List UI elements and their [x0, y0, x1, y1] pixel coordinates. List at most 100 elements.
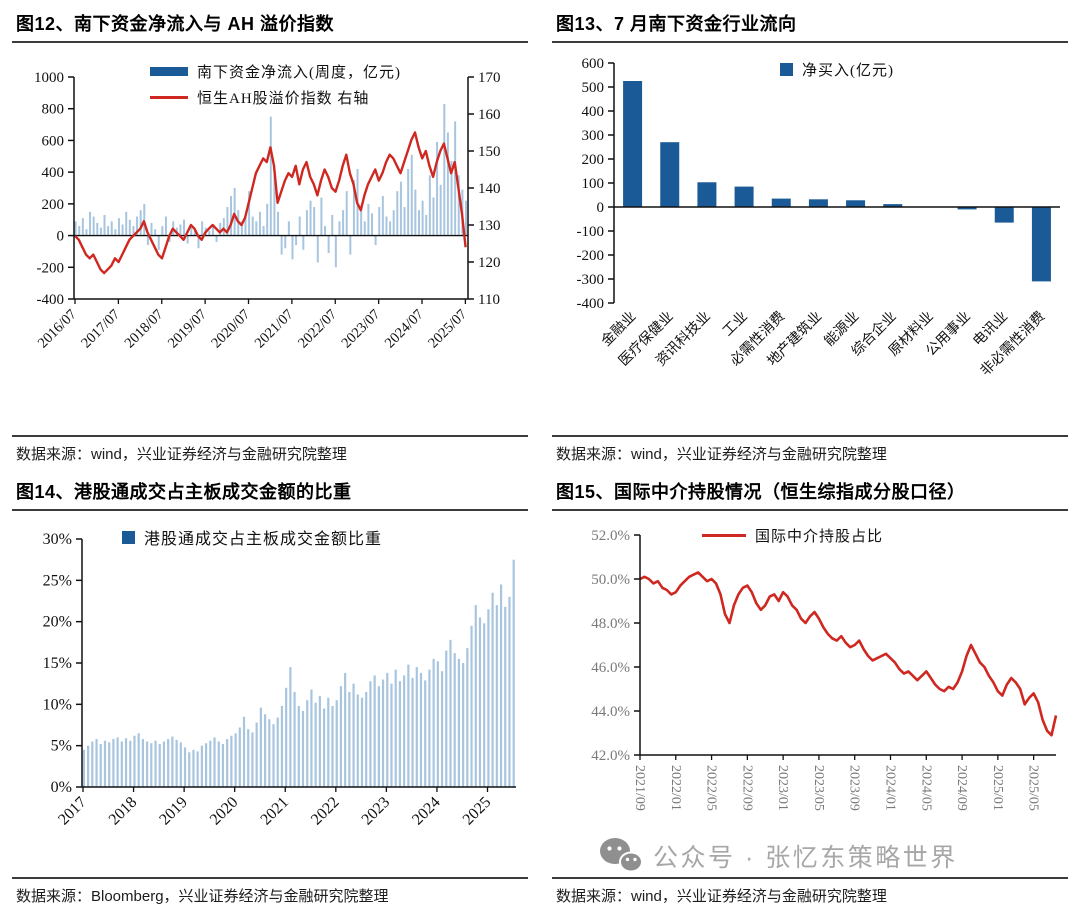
svg-text:2024/05: 2024/05: [918, 765, 933, 811]
fig14-legend-label: 港股通成交占主板成交金额比重: [144, 531, 383, 548]
fig13-title: 图13、7 月南下资金行业流向: [556, 14, 797, 34]
svg-text:2020/07: 2020/07: [208, 307, 253, 352]
svg-text:2022/05: 2022/05: [704, 765, 719, 811]
fig12-legend-line-row: 恒生AH股溢价指数 右轴: [150, 87, 401, 108]
fig14-legend-row: 港股通成交占主板成交金额比重: [122, 525, 382, 549]
fig13-chart: 600 500 400 300 200 100 0 -100 -200 -300 -400 金融业 医疗…: [552, 47, 1068, 411]
fig12-line-swatch: [150, 96, 188, 99]
svg-text:2023/09: 2023/09: [847, 765, 862, 811]
svg-text:2019: 2019: [156, 794, 191, 829]
svg-text:200: 200: [582, 152, 605, 168]
watermark-text: 公众号 · 张忆东策略世界: [653, 844, 958, 872]
svg-text:2018/07: 2018/07: [122, 307, 167, 352]
fig13-legend-label: 净买入(亿元): [802, 63, 894, 79]
fig12-legend-bar-label: 南下资金净流入(周度，亿元): [197, 65, 401, 81]
fig15-title: 图15、国际中介持股情况（恒生综指成分股口径）: [556, 482, 966, 502]
svg-text:15%: 15%: [43, 655, 72, 672]
svg-text:1000: 1000: [34, 70, 64, 86]
svg-text:-200: -200: [577, 248, 605, 264]
svg-text:0: 0: [597, 200, 605, 216]
fig13-source-rule: 数据来源：wind，兴业证券经济与金融研究院整理: [552, 435, 1068, 468]
fig12-source-rule: 数据来源：wind，兴业证券经济与金融研究院整理: [12, 435, 528, 468]
svg-text:2022/07: 2022/07: [295, 307, 340, 352]
svg-text:140: 140: [478, 181, 501, 197]
fig13-legend: 净买入(亿元): [780, 59, 894, 80]
svg-text:2024/09: 2024/09: [954, 765, 969, 811]
fig14-chart: 30% 25% 20% 15% 10% 5% 0% 2017 2018 2019 2020 2021 2…: [12, 515, 528, 851]
fig15-source: 数据来源：wind，兴业证券经济与金融研究院整理: [556, 888, 887, 905]
fig12-chart-svg: 1000 800 600 400 200 0 -200 -400 170 160 150 140 130…: [34, 70, 501, 352]
svg-text:20%: 20%: [43, 614, 72, 631]
svg-text:2025: 2025: [460, 794, 495, 829]
svg-text:800: 800: [42, 102, 65, 118]
fig14-title: 图14、港股通成交占主板成交金额的比重: [16, 482, 352, 502]
svg-text:2022/09: 2022/09: [739, 765, 754, 811]
svg-text:2022/01: 2022/01: [668, 765, 683, 811]
svg-text:46.0%: 46.0%: [591, 660, 630, 676]
svg-text:600: 600: [42, 133, 65, 149]
svg-text:-100: -100: [577, 224, 605, 240]
svg-text:48.0%: 48.0%: [591, 616, 630, 632]
svg-text:2017: 2017: [55, 794, 90, 829]
svg-text:2025/07: 2025/07: [425, 307, 470, 352]
svg-text:150: 150: [478, 144, 501, 160]
svg-text:10%: 10%: [43, 696, 72, 713]
fig13-bar-swatch: [780, 63, 793, 76]
svg-text:100: 100: [582, 176, 605, 192]
svg-text:25%: 25%: [43, 572, 72, 589]
fig12-title: 图12、南下资金净流入与 AH 溢价指数: [16, 14, 335, 34]
svg-text:2023/01: 2023/01: [775, 765, 790, 811]
fig15-legend-row: 国际中介持股占比: [702, 525, 883, 546]
svg-text:2021/07: 2021/07: [252, 307, 297, 352]
svg-text:工业: 工业: [720, 309, 751, 340]
fig12-legend-bar-row: 南下资金净流入(周度，亿元): [150, 61, 401, 82]
fig14-legend: 港股通成交占主板成交金额比重: [122, 525, 382, 549]
panel-fig15: 图15、国际中介持股情况（恒生综指成分股口径） 52.0% 50.0% 48.0% 4…: [540, 468, 1080, 910]
svg-text:2024/01: 2024/01: [882, 765, 897, 811]
fig15-chart-svg: 52.0% 50.0% 48.0% 46.0% 44.0% 42.0%2021/09 202…: [591, 528, 1058, 811]
fig12-legend-line-label: 恒生AH股溢价指数 右轴: [197, 91, 370, 107]
panel-fig12: 图12、南下资金净流入与 AH 溢价指数 1000 800 600 400 200 0 -2…: [0, 0, 540, 468]
svg-text:-200: -200: [37, 260, 65, 276]
svg-text:2020: 2020: [207, 794, 242, 829]
svg-text:2017/07: 2017/07: [78, 307, 123, 352]
fig15-legend-label: 国际中介持股占比: [755, 529, 884, 545]
svg-text:2023: 2023: [359, 794, 394, 829]
svg-text:2019/07: 2019/07: [165, 307, 210, 352]
svg-text:42.0%: 42.0%: [591, 748, 630, 764]
svg-text:2022: 2022: [308, 794, 343, 829]
svg-text:非必需性消费: 非必需性消费: [978, 309, 1049, 380]
panel-fig14: 图14、港股通成交占主板成交金额的比重 30% 25% 20% 15% 10% 5% 0% 2…: [0, 468, 540, 910]
fig15-chart: 52.0% 50.0% 48.0% 46.0% 44.0% 42.0% 2021/09 202…: [552, 515, 1068, 851]
fig14-source-rule: 数据来源：Bloomberg，兴业证券经济与金融研究院整理: [12, 877, 528, 910]
fig12-title-rule: [12, 41, 528, 43]
svg-text:400: 400: [42, 165, 65, 181]
svg-text:0%: 0%: [51, 779, 72, 796]
svg-text:200: 200: [42, 197, 65, 213]
watermark: 公众号 · 张忆东策略世界: [598, 836, 958, 876]
svg-text:0: 0: [57, 229, 65, 245]
panel-fig13: 图13、7 月南下资金行业流向 600 500 400 300 200 100 0 -100 -…: [540, 0, 1080, 468]
svg-text:2016/07: 2016/07: [35, 307, 80, 352]
svg-text:2023/05: 2023/05: [811, 765, 826, 811]
svg-text:2024: 2024: [409, 794, 444, 829]
svg-text:2024/07: 2024/07: [382, 307, 427, 352]
svg-text:120: 120: [478, 255, 501, 271]
fig12-chart: 1000 800 600 400 200 0 -200 -400 170 160 150 140 130…: [12, 47, 528, 411]
fig13-source: 数据来源：wind，兴业证券经济与金融研究院整理: [556, 446, 887, 463]
svg-text:44.0%: 44.0%: [591, 704, 630, 720]
svg-text:160: 160: [478, 107, 501, 123]
svg-text:2023/07: 2023/07: [339, 307, 384, 352]
fig13-legend-row: 净买入(亿元): [780, 59, 894, 80]
svg-text:2021/09: 2021/09: [632, 765, 647, 811]
fig15-legend: 国际中介持股占比: [702, 525, 883, 546]
fig15-line-swatch: [702, 534, 746, 537]
fig14-source: 数据来源：Bloomberg，兴业证券经济与金融研究院整理: [16, 888, 389, 905]
svg-text:130: 130: [478, 218, 501, 234]
fig15-title-rule: [552, 509, 1068, 511]
fig14-chart-svg: 30% 25% 20% 15% 10% 5% 0%2017 2018 2019 2020 2021 2…: [43, 531, 516, 829]
svg-text:600: 600: [582, 56, 605, 72]
svg-text:400: 400: [582, 104, 605, 120]
svg-text:-300: -300: [577, 272, 605, 288]
